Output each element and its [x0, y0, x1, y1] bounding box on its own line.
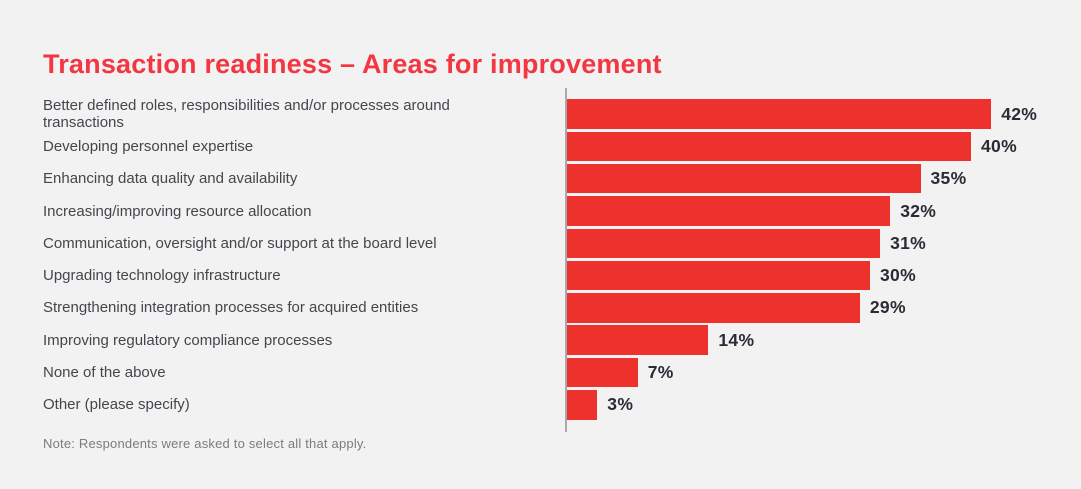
chart-row: Improving regulatory compliance processe… [43, 324, 1053, 356]
bar [567, 131, 971, 162]
category-label: Other (please specify) [43, 396, 190, 414]
value-label: 30% [880, 265, 916, 286]
bar-area: 3% [567, 389, 1053, 421]
value-label: 7% [647, 362, 674, 383]
category-label: Enhancing data quality and availability [43, 170, 298, 188]
bar-area: 29% [567, 292, 1053, 324]
bar-area: 14% [567, 324, 1053, 356]
category-label: Communication, oversight and/or support … [43, 234, 437, 252]
bar [567, 293, 860, 323]
chart-row: Upgrading technology infrastructure 30% [43, 259, 1053, 291]
category-label: Strengthening integration processes for … [43, 299, 419, 317]
bar [567, 163, 921, 194]
category-label: Improving regulatory compliance processe… [43, 331, 333, 349]
bar [567, 99, 992, 129]
bar-area: 31% [567, 227, 1053, 259]
bar-area: 30% [567, 259, 1053, 291]
category-label: Better defined roles, responsibilities a… [43, 97, 450, 132]
bar-area: 7% [567, 356, 1053, 388]
chart-row: Developing personnel expertise 40% [43, 130, 1053, 162]
value-label: 3% [607, 394, 634, 415]
value-label: 31% [890, 232, 927, 253]
bar-area: 42% [567, 98, 1053, 130]
chart-row: Other (please specify) 3% [43, 389, 1053, 421]
footnote: Note: Respondents were asked to select a… [43, 436, 367, 451]
chart-row: Increasing/improving resource allocation… [43, 195, 1053, 227]
value-label: 35% [930, 168, 967, 189]
bar-chart: Better defined roles, responsibilities a… [43, 97, 1053, 421]
value-label: 32% [900, 200, 937, 221]
bar [567, 196, 891, 226]
y-axis-line [565, 88, 567, 432]
value-label: 14% [718, 329, 755, 350]
chart-row: None of the above 7% [43, 356, 1053, 388]
value-label: 40% [981, 135, 1017, 156]
chart-row: Communication, oversight and/or support … [43, 227, 1053, 259]
bar [567, 357, 638, 388]
bar [567, 228, 881, 259]
chart-row: Better defined roles, responsibilities a… [43, 97, 1053, 132]
bar [567, 325, 709, 355]
category-label: Increasing/improving resource allocation [43, 202, 312, 220]
bar [567, 390, 598, 420]
category-label: Developing personnel expertise [43, 137, 254, 155]
bar-area: 32% [567, 195, 1053, 227]
bar-area: 35% [567, 163, 1053, 195]
category-label: Upgrading technology infrastructure [43, 267, 281, 285]
value-label: 42% [1001, 103, 1038, 124]
value-label: 29% [869, 297, 906, 318]
bar [567, 260, 870, 291]
chart-row: Strengthening integration processes for … [43, 292, 1053, 324]
chart-row: Enhancing data quality and availability 3… [43, 163, 1053, 195]
bar-area: 40% [567, 130, 1053, 162]
chart-title: Transaction readiness – Areas for improv… [43, 49, 662, 79]
category-label: None of the above [43, 364, 166, 382]
